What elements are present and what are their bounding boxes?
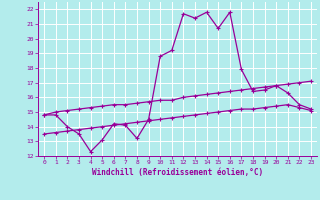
X-axis label: Windchill (Refroidissement éolien,°C): Windchill (Refroidissement éolien,°C): [92, 168, 263, 177]
